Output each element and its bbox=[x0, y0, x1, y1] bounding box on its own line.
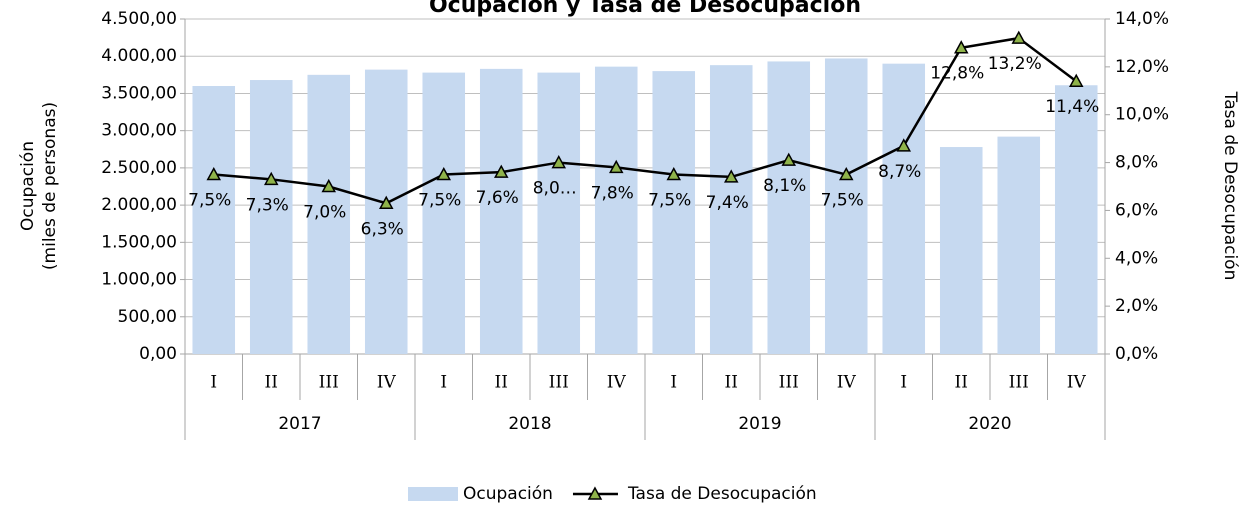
bar bbox=[767, 61, 811, 354]
line bbox=[213, 36, 1077, 205]
y-axis-subtitle: (miles de personas) bbox=[40, 102, 60, 270]
marker bbox=[206, 166, 222, 181]
bar bbox=[882, 63, 926, 355]
y-tick-label: 2.500,00 bbox=[101, 158, 177, 178]
x-tick-label: I bbox=[210, 373, 217, 393]
x-group-label: 2017 bbox=[278, 414, 321, 434]
marker bbox=[1011, 30, 1027, 44]
y-tick-label: 0,00 bbox=[139, 344, 177, 364]
x-tick-label: III bbox=[549, 373, 569, 393]
bar bbox=[1054, 85, 1098, 354]
bar bbox=[422, 72, 466, 354]
y-tick-label: 4.500,00 bbox=[101, 9, 177, 29]
marker bbox=[551, 155, 567, 169]
x-group-label: 2020 bbox=[968, 414, 1011, 434]
y-tick-label: 2.000,00 bbox=[101, 195, 177, 215]
x-tick-label: I bbox=[670, 373, 677, 393]
x-group-label: 2018 bbox=[508, 414, 551, 434]
bar bbox=[192, 86, 236, 354]
bar bbox=[997, 136, 1041, 354]
bar bbox=[709, 65, 753, 355]
bar bbox=[249, 80, 293, 355]
y2-tick-label: 14,0% bbox=[1115, 9, 1169, 29]
marker bbox=[896, 138, 912, 152]
bar bbox=[307, 74, 351, 354]
y2-tick-label: 2,0% bbox=[1115, 296, 1158, 316]
data-label: 7,5% bbox=[648, 191, 691, 211]
data-label: 7,0% bbox=[303, 203, 346, 223]
y-tick-label: 1.500,00 bbox=[101, 232, 177, 252]
marker bbox=[263, 171, 279, 186]
y2-tick-label: 10,0% bbox=[1115, 105, 1169, 125]
y2-tick-label: 6,0% bbox=[1115, 200, 1158, 220]
x-tick-label: I bbox=[440, 373, 447, 393]
marker bbox=[321, 178, 337, 193]
bar bbox=[479, 68, 523, 354]
x-tick-label: III bbox=[319, 373, 339, 393]
x-tick-label: I bbox=[900, 373, 907, 393]
legend-swatch bbox=[408, 487, 458, 501]
x-tick-label: II bbox=[725, 373, 738, 393]
data-label: 8,0… bbox=[533, 179, 577, 199]
y2-axis-title: Tasa de Desocupación bbox=[1220, 91, 1240, 281]
bar bbox=[364, 69, 408, 354]
x-tick-label: III bbox=[1009, 373, 1029, 393]
bar bbox=[824, 58, 868, 354]
marker bbox=[493, 164, 509, 178]
legend-label: Tasa de Desocupación bbox=[627, 484, 817, 504]
x-tick-label: IV bbox=[607, 373, 627, 393]
x-tick-label: IV bbox=[377, 373, 397, 393]
data-label: 8,7% bbox=[878, 162, 921, 182]
data-label: 7,8% bbox=[591, 183, 634, 203]
y-tick-label: 3.000,00 bbox=[101, 121, 177, 141]
bar bbox=[537, 72, 581, 354]
x-tick-label: II bbox=[495, 373, 508, 393]
data-label: 7,5% bbox=[188, 191, 231, 211]
marker bbox=[723, 169, 739, 183]
y-tick-label: 4.000,00 bbox=[101, 46, 177, 66]
legend-label: Ocupación bbox=[463, 484, 553, 504]
data-label: 7,3% bbox=[246, 195, 289, 215]
legend-marker bbox=[587, 486, 603, 500]
data-label: 7,6% bbox=[476, 188, 519, 208]
marker bbox=[1068, 73, 1084, 87]
y-tick-label: 500,00 bbox=[118, 307, 177, 327]
bar bbox=[594, 66, 638, 355]
data-label: 12,8% bbox=[930, 64, 984, 84]
marker bbox=[436, 166, 452, 181]
data-label: 7,5% bbox=[821, 191, 864, 211]
data-label: 7,4% bbox=[706, 193, 749, 213]
x-tick-label: IV bbox=[1067, 373, 1087, 393]
data-label: 8,1% bbox=[763, 176, 806, 196]
y2-tick-label: 4,0% bbox=[1115, 248, 1158, 268]
x-tick-label: IV bbox=[837, 373, 857, 393]
y2-tick-label: 12,0% bbox=[1115, 57, 1169, 77]
y-axis-title: Ocupación bbox=[18, 141, 38, 231]
y2-tick-label: 8,0% bbox=[1115, 153, 1158, 173]
x-tick-label: II bbox=[265, 373, 278, 393]
y-tick-label: 1.000,00 bbox=[101, 270, 177, 290]
data-label: 6,3% bbox=[361, 219, 404, 239]
y2-tick-label: 0,0% bbox=[1115, 344, 1158, 364]
bar bbox=[939, 147, 983, 354]
data-label: 13,2% bbox=[988, 54, 1042, 74]
bar bbox=[652, 71, 696, 354]
marker bbox=[608, 159, 624, 174]
marker bbox=[666, 166, 682, 181]
data-label: 11,4% bbox=[1045, 97, 1099, 117]
x-tick-label: II bbox=[955, 373, 968, 393]
marker bbox=[781, 152, 797, 166]
x-tick-label: III bbox=[779, 373, 799, 393]
marker bbox=[378, 195, 394, 209]
marker bbox=[953, 40, 969, 54]
chart-title: Ocupación y Tasa de Desocupación bbox=[429, 0, 861, 18]
y-tick-label: 3.500,00 bbox=[101, 83, 177, 103]
x-group-label: 2019 bbox=[738, 414, 781, 434]
marker bbox=[838, 166, 854, 181]
data-label: 7,5% bbox=[418, 191, 461, 211]
